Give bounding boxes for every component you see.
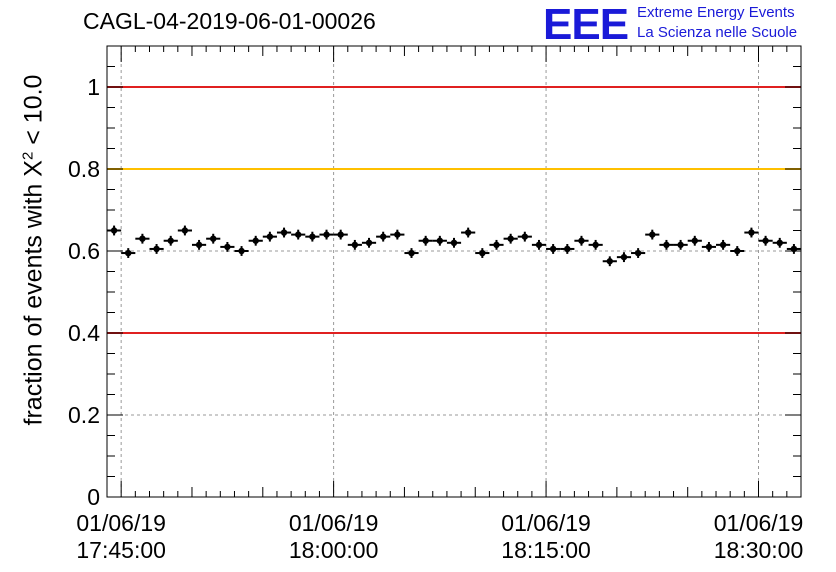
- data-point: [602, 256, 617, 267]
- data-point: [687, 235, 702, 246]
- data-point: [744, 227, 759, 238]
- data-point: [446, 237, 462, 248]
- x-tick-label: 17:45:00: [76, 537, 166, 563]
- data-point: [418, 235, 433, 246]
- data-point: [149, 244, 164, 254]
- logo-line-1: Extreme Energy Events: [637, 4, 795, 21]
- chart-title: CAGL-04-2019-06-01-00026: [83, 8, 376, 34]
- data-point: [560, 244, 575, 254]
- data-point: [432, 235, 447, 246]
- x-tick-label: 01/06/19: [289, 510, 379, 536]
- data-point: [503, 233, 518, 244]
- data-point: [517, 231, 532, 242]
- data-point: [716, 239, 731, 250]
- data-point: [319, 229, 334, 240]
- data-point: [475, 248, 490, 258]
- y-tick-label: 1: [87, 74, 100, 100]
- y-tick-label: 0: [87, 484, 100, 510]
- data-point: [191, 239, 207, 250]
- data-point: [616, 252, 632, 263]
- data-point: [786, 244, 801, 254]
- data-point: [531, 239, 547, 250]
- plot-frame: [106, 45, 802, 498]
- x-tick-label: 18:15:00: [501, 537, 591, 563]
- data-point: [631, 248, 646, 258]
- data-point: [673, 239, 688, 250]
- data-point: [361, 237, 377, 248]
- data-point: [262, 231, 277, 242]
- eee-logo-text: EEE: [543, 1, 628, 45]
- data-point: [730, 246, 745, 256]
- x-tick-label: 01/06/19: [501, 510, 591, 536]
- data-point: [276, 227, 292, 238]
- data-point: [333, 229, 348, 240]
- data-point: [659, 239, 674, 250]
- data-point: [121, 248, 136, 258]
- x-tick-label: 18:00:00: [289, 537, 379, 563]
- x-tick-label: 01/06/19: [76, 510, 166, 536]
- logo-caption: Extreme Energy Events La Scienza nelle S…: [637, 3, 797, 43]
- data-point: [376, 231, 391, 242]
- data-point: [772, 237, 787, 248]
- data-point: [390, 229, 405, 240]
- data-point: [489, 239, 504, 250]
- data-point: [546, 244, 561, 254]
- data-point: [305, 231, 320, 242]
- y-tick-label: 0.2: [68, 402, 100, 428]
- logo-line-2: La Scienza nelle Scuole: [637, 24, 798, 41]
- data-point: [574, 235, 589, 246]
- data-point: [107, 225, 122, 236]
- y-tick-label: 0.4: [68, 320, 100, 346]
- data-point: [758, 235, 773, 246]
- data-point: [135, 233, 150, 244]
- eee-logo-icon: EEE: [543, 1, 629, 45]
- data-point: [291, 229, 306, 240]
- data-point: [347, 239, 362, 250]
- x-tick-label: 01/06/19: [714, 510, 804, 536]
- data-point: [645, 229, 660, 240]
- data-point: [163, 235, 178, 246]
- data-point: [220, 241, 235, 252]
- data-point: [404, 248, 419, 258]
- y-tick-label: 0.6: [68, 238, 100, 264]
- data-point: [701, 241, 717, 252]
- y-tick-label: 0.8: [68, 156, 100, 182]
- data-point: [248, 235, 263, 246]
- x-tick-label: 18:30:00: [714, 537, 804, 563]
- data-point: [177, 225, 192, 236]
- data-point: [206, 233, 221, 244]
- data-point: [461, 227, 476, 238]
- data-point: [234, 246, 249, 256]
- data-point: [588, 239, 603, 250]
